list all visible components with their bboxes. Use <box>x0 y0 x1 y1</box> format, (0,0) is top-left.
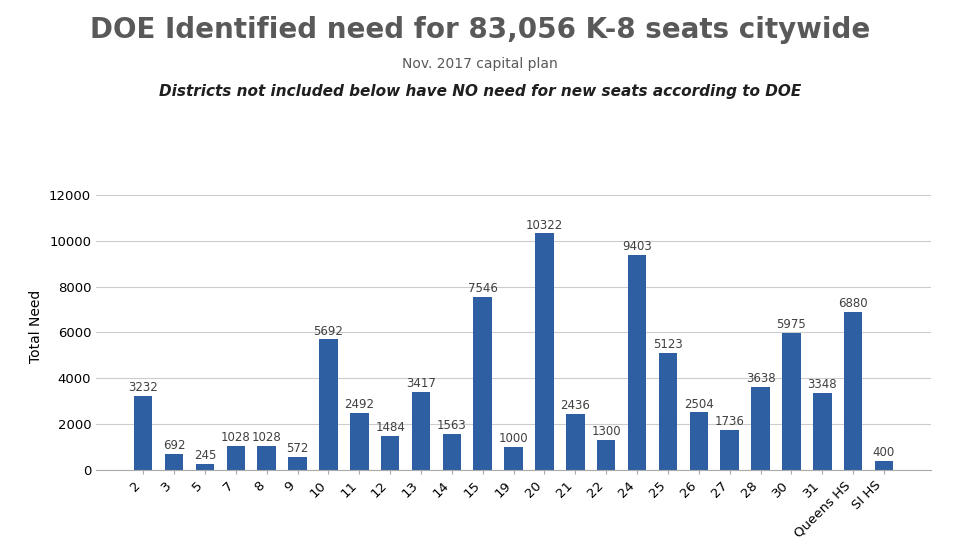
Bar <box>165 454 183 470</box>
Text: 2504: 2504 <box>684 397 713 410</box>
Text: 2492: 2492 <box>345 398 374 411</box>
Bar <box>720 430 739 470</box>
Text: 5692: 5692 <box>314 325 344 338</box>
Bar <box>813 393 831 470</box>
Text: 3417: 3417 <box>406 377 436 390</box>
Text: DOE Identified need for 83,056 K-8 seats citywide: DOE Identified need for 83,056 K-8 seats… <box>90 16 870 44</box>
Bar <box>443 434 461 470</box>
Text: 3638: 3638 <box>746 372 776 384</box>
Text: 400: 400 <box>873 446 895 459</box>
Text: 5123: 5123 <box>653 338 683 350</box>
Text: 245: 245 <box>194 449 216 462</box>
Text: 1300: 1300 <box>591 425 621 438</box>
Bar <box>196 464 214 470</box>
Bar <box>381 436 399 470</box>
Text: 1000: 1000 <box>499 432 528 445</box>
Bar <box>844 312 862 470</box>
Text: Districts not included below have NO need for new seats according to DOE: Districts not included below have NO nee… <box>158 84 802 99</box>
Bar <box>689 413 708 470</box>
Text: 1028: 1028 <box>221 431 251 444</box>
Text: 7546: 7546 <box>468 282 497 295</box>
Text: 3232: 3232 <box>129 381 158 394</box>
Bar <box>134 396 153 470</box>
Y-axis label: Total Need: Total Need <box>30 290 43 363</box>
Bar <box>257 446 276 470</box>
Bar <box>504 447 523 470</box>
Text: Nov. 2017 capital plan: Nov. 2017 capital plan <box>402 57 558 71</box>
Bar <box>536 233 554 470</box>
Bar <box>288 457 307 470</box>
Text: 1028: 1028 <box>252 431 281 444</box>
Text: 2436: 2436 <box>561 399 590 412</box>
Bar <box>350 413 369 470</box>
Text: 572: 572 <box>286 442 309 455</box>
Bar <box>752 387 770 470</box>
Bar <box>473 297 492 470</box>
Text: 10322: 10322 <box>526 219 564 232</box>
Bar <box>659 353 677 470</box>
Bar <box>875 461 893 470</box>
Text: 3348: 3348 <box>807 379 837 392</box>
Bar <box>628 254 646 470</box>
Bar <box>227 446 245 470</box>
Text: 692: 692 <box>163 439 185 452</box>
Bar <box>566 414 585 470</box>
Bar <box>782 333 801 470</box>
Text: 5975: 5975 <box>777 318 806 331</box>
Text: 9403: 9403 <box>622 240 652 253</box>
Text: 1563: 1563 <box>437 419 467 432</box>
Bar <box>412 392 430 470</box>
Text: 1484: 1484 <box>375 421 405 434</box>
Bar <box>319 340 338 470</box>
Bar <box>597 440 615 470</box>
Text: 6880: 6880 <box>838 298 868 310</box>
Text: 1736: 1736 <box>714 415 745 428</box>
